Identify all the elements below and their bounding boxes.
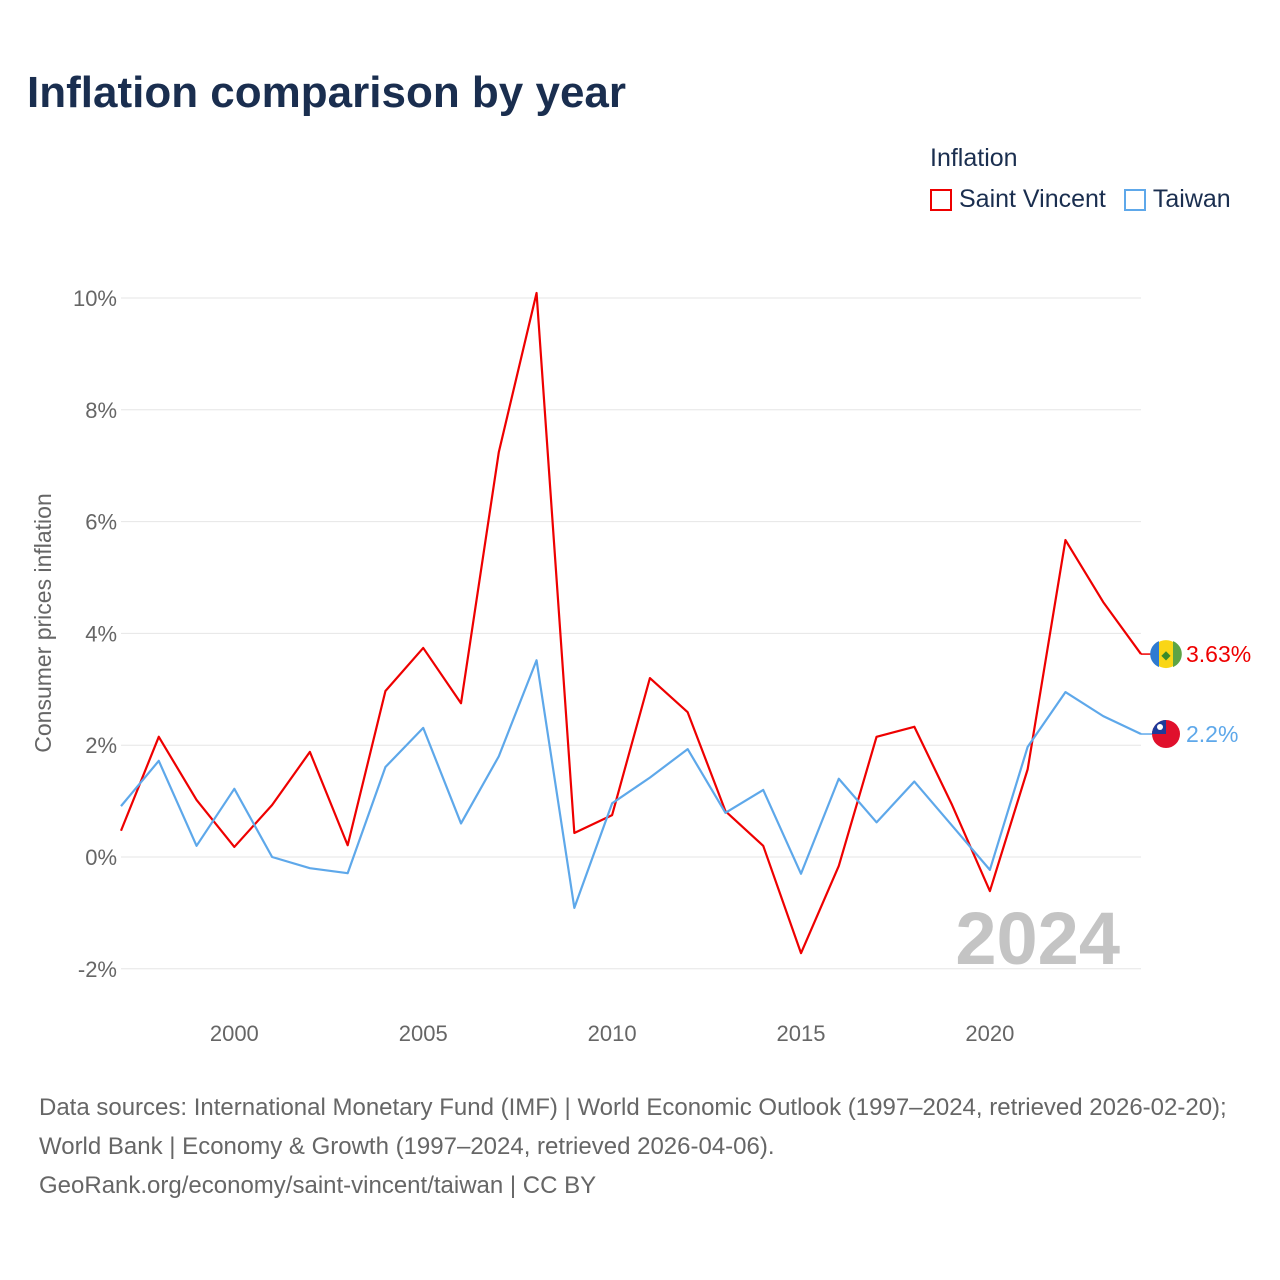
legend-swatch <box>930 188 952 211</box>
legend-label: Taiwan <box>1152 185 1231 213</box>
y-tick-label: -2% <box>78 957 117 982</box>
legend-label: Saint Vincent <box>959 185 1106 213</box>
x-tick-label: 2005 <box>399 1021 448 1046</box>
y-tick-label: 10% <box>73 286 117 311</box>
flag-blue-band <box>1150 641 1159 668</box>
legend-title: Inflation <box>930 144 1018 172</box>
source-text: Data sources: International Monetary Fun… <box>39 1094 1227 1160</box>
x-tick-label: 2020 <box>965 1021 1014 1046</box>
end-value-label: 2.2% <box>1186 721 1238 747</box>
series-line-taiwan <box>120 659 1142 909</box>
legend: Saint Vincent Taiwan <box>930 185 1231 214</box>
x-tick-label: 2015 <box>777 1021 826 1046</box>
legend-item-taiwan[interactable]: Taiwan <box>1123 185 1231 214</box>
x-tick-label: 2000 <box>210 1021 259 1046</box>
end-value-label: 3.63% <box>1186 641 1251 667</box>
year-annotation: 2024 <box>955 897 1120 980</box>
y-axis-title: Consumer prices inflation <box>30 493 56 753</box>
source-url[interactable]: GeoRank.org/economy/saint-vincent/taiwan… <box>39 1172 597 1199</box>
y-tick-label: 4% <box>85 621 117 646</box>
source-note: Data sources: International Monetary Fun… <box>39 1088 1249 1205</box>
flag-green-band <box>1173 641 1182 668</box>
x-tick-label: 2010 <box>588 1021 637 1046</box>
y-tick-label: 0% <box>85 845 117 870</box>
y-tick-label: 2% <box>85 733 117 758</box>
flag-diamonds: ◆ <box>1161 648 1171 662</box>
series-line-saint-vincent <box>119 291 1142 955</box>
flag-sun <box>1157 724 1163 731</box>
y-tick-label: 6% <box>85 510 117 535</box>
chart-title: Inflation comparison by year <box>27 68 627 117</box>
y-tick-label: 8% <box>85 398 117 423</box>
legend-item-saint-vincent[interactable]: Saint Vincent <box>930 185 1106 214</box>
legend-swatch <box>1123 188 1146 211</box>
